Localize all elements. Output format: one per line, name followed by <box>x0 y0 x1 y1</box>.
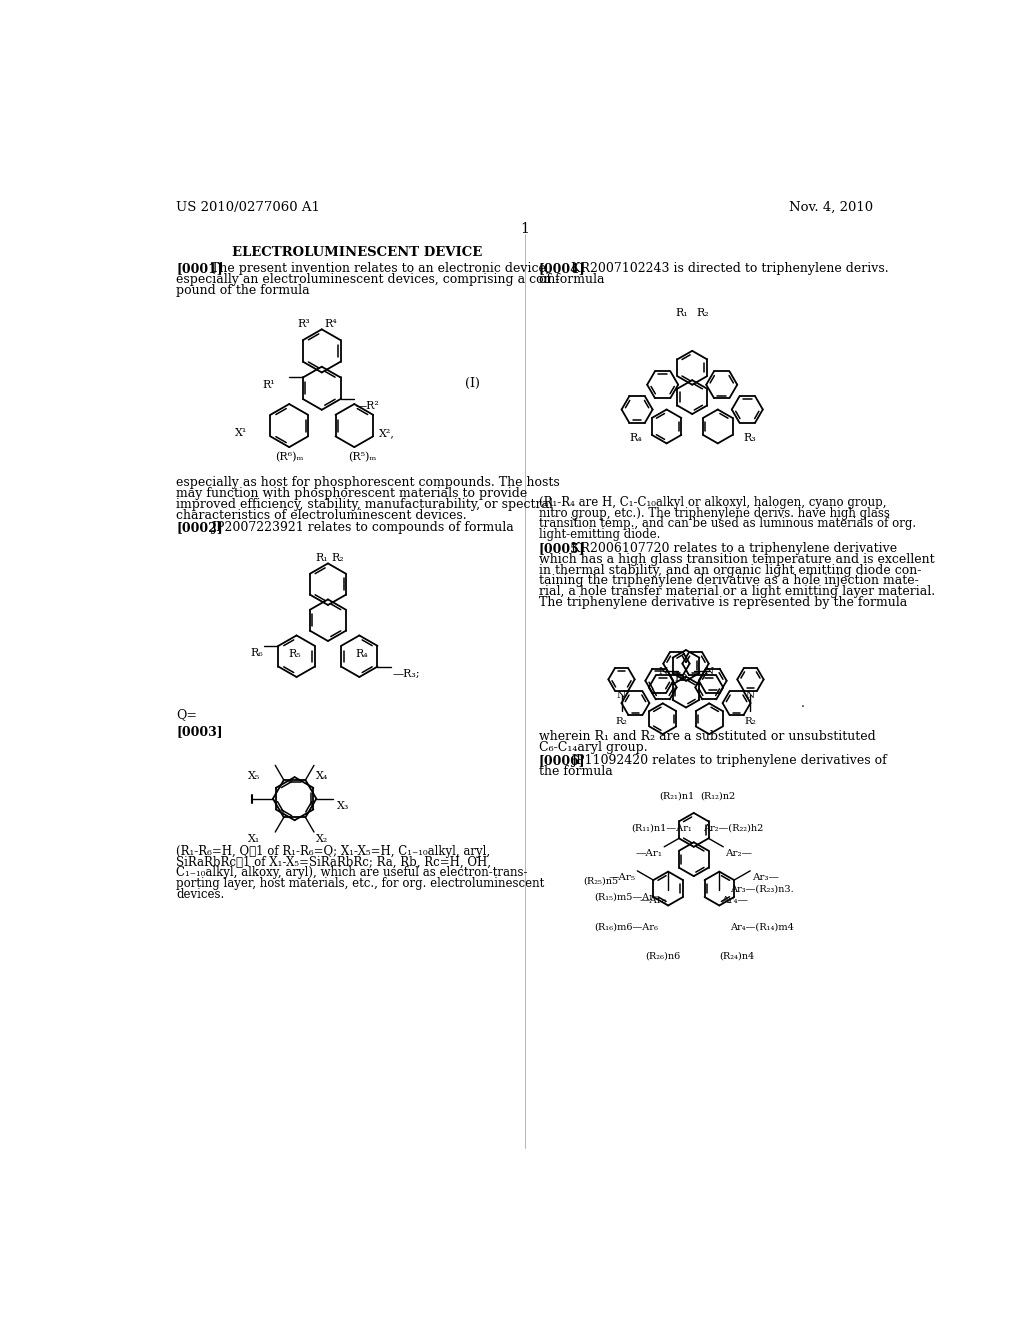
Text: of formula: of formula <box>539 273 604 286</box>
Text: [0006]: [0006] <box>539 755 586 767</box>
Text: light-emitting diode.: light-emitting diode. <box>539 528 660 541</box>
Text: KR2007102243 is directed to triphenylene derivs.: KR2007102243 is directed to triphenylene… <box>571 263 889 276</box>
Text: Ar₄—: Ar₄— <box>721 896 748 906</box>
Text: Nov. 4, 2010: Nov. 4, 2010 <box>790 201 873 214</box>
Text: The present invention relates to an electronic device,: The present invention relates to an elec… <box>211 263 550 276</box>
Text: Ar₄—(R₁₄)m4: Ar₄—(R₁₄)m4 <box>730 923 794 932</box>
Text: (R₁₆)m6—Ar₆: (R₁₆)m6—Ar₆ <box>595 923 658 932</box>
Text: R⁴: R⁴ <box>325 318 338 329</box>
Text: —Ar₁: —Ar₁ <box>636 849 663 858</box>
Text: in thermal stability, and an organic light emitting diode con-: in thermal stability, and an organic lig… <box>539 564 922 577</box>
Text: —R²: —R² <box>355 401 379 412</box>
Text: (R₁₅)m5—Ar₅: (R₁₅)m5—Ar₅ <box>595 892 658 902</box>
Text: rial, a hole transfer material or a light emitting layer material.: rial, a hole transfer material or a ligh… <box>539 585 935 598</box>
Text: nitro group, etc.). The triphenylene derivs. have high glass: nitro group, etc.). The triphenylene der… <box>539 507 890 520</box>
Text: R₄: R₄ <box>355 649 369 660</box>
Text: [0005]: [0005] <box>539 543 586 554</box>
Text: [0004]: [0004] <box>539 263 586 276</box>
Text: N: N <box>658 667 668 676</box>
Text: R₄: R₄ <box>630 433 642 442</box>
Text: .: . <box>801 697 805 710</box>
Text: especially an electroluminescent devices, comprising a com-: especially an electroluminescent devices… <box>176 273 559 286</box>
Text: R₁: R₁ <box>315 553 328 564</box>
Text: R¹: R¹ <box>262 380 275 389</box>
Text: the formula: the formula <box>539 766 612 779</box>
Text: [0001]: [0001] <box>176 263 223 276</box>
Text: R₃: R₃ <box>743 433 756 442</box>
Text: R₁: R₁ <box>675 308 688 318</box>
Text: [0003]: [0003] <box>176 725 222 738</box>
Text: which has a high glass transition temperature and is excellent: which has a high glass transition temper… <box>539 553 934 566</box>
Text: Ar₂—(R₂₂)h2: Ar₂—(R₂₂)h2 <box>703 824 764 833</box>
Text: R₁: R₁ <box>680 673 691 682</box>
Text: KR2006107720 relates to a triphenylene derivative: KR2006107720 relates to a triphenylene d… <box>571 543 897 554</box>
Text: —Ar₆: —Ar₆ <box>640 896 667 906</box>
Text: devices.: devices. <box>176 888 224 902</box>
Text: JP11092420 relates to triphenylene derivatives of: JP11092420 relates to triphenylene deriv… <box>571 755 887 767</box>
Text: characteristics of electroluminescent devices.: characteristics of electroluminescent de… <box>176 508 467 521</box>
Text: R₂: R₂ <box>615 717 628 726</box>
Text: R³: R³ <box>297 318 309 329</box>
Text: C₆-C₁₄aryl group.: C₆-C₁₄aryl group. <box>539 741 647 754</box>
Text: (R₂₆)n6: (R₂₆)n6 <box>645 952 680 961</box>
Text: JP2007223921 relates to compounds of formula: JP2007223921 relates to compounds of for… <box>211 521 514 535</box>
Text: The triphenylene derivative is represented by the formula: The triphenylene derivative is represent… <box>539 595 907 609</box>
Text: (R₂₁)n1: (R₂₁)n1 <box>658 792 694 800</box>
Text: N: N <box>617 690 626 700</box>
Text: X₅: X₅ <box>248 771 260 781</box>
Text: X₄: X₄ <box>315 771 328 781</box>
Text: R₂: R₂ <box>332 553 344 564</box>
Text: N: N <box>705 667 714 676</box>
Text: —R₃;: —R₃; <box>393 669 421 678</box>
Text: R₅: R₅ <box>289 649 301 660</box>
Text: N: N <box>745 690 755 700</box>
Text: X₁: X₁ <box>248 834 260 845</box>
Text: Ar₃—: Ar₃— <box>752 873 778 882</box>
Text: R₂: R₂ <box>744 717 756 726</box>
Text: ELECTROLUMINESCENT DEVICE: ELECTROLUMINESCENT DEVICE <box>231 246 481 259</box>
Text: transition temp., and can be used as luminous materials of org.: transition temp., and can be used as lum… <box>539 517 915 531</box>
Text: (I): (I) <box>465 376 480 389</box>
Text: C₁₋₁₀alkyl, alkoxy, aryl), which are useful as electron-trans-: C₁₋₁₀alkyl, alkoxy, aryl), which are use… <box>176 866 527 879</box>
Text: R₁: R₁ <box>674 673 686 682</box>
Text: may function with phosphorescent materials to provide: may function with phosphorescent materia… <box>176 487 527 500</box>
Text: (R₁₂)n2: (R₁₂)n2 <box>700 792 735 800</box>
Text: pound of the formula: pound of the formula <box>176 284 309 297</box>
Text: (R₂₅)n5: (R₂₅)n5 <box>583 876 618 886</box>
Text: improved efficiency, stability, manufacturability, or spectral: improved efficiency, stability, manufact… <box>176 498 553 511</box>
Text: porting layer, host materials, etc., for org. electroluminescent: porting layer, host materials, etc., for… <box>176 878 545 890</box>
Text: 1: 1 <box>520 222 529 235</box>
Text: especially as host for phosphorescent compounds. The hosts: especially as host for phosphorescent co… <box>176 477 560 490</box>
Text: R₂: R₂ <box>696 308 709 318</box>
Text: R₆: R₆ <box>250 648 263 659</box>
Text: Ar₃—(R₂₃)n3.: Ar₃—(R₂₃)n3. <box>730 884 794 894</box>
Text: (R₁-R₆=H, Q≧1 of R₁-R₆=Q; X₁-X₅=H, C₁₋₁₀alkyl, aryl,: (R₁-R₆=H, Q≧1 of R₁-R₆=Q; X₁-X₅=H, C₁₋₁₀… <box>176 845 490 858</box>
Text: US 2010/0277060 A1: US 2010/0277060 A1 <box>176 201 319 214</box>
Text: (R⁵)ₘ: (R⁵)ₘ <box>348 451 377 462</box>
Text: SiRaRbRc≧1 of X₁-X₅=SiRaRbRc; Ra, Rb, Rc=H, OH,: SiRaRbRc≧1 of X₁-X₅=SiRaRbRc; Ra, Rb, Rc… <box>176 855 492 869</box>
Text: Ar₂—: Ar₂— <box>725 849 752 858</box>
Text: X₂: X₂ <box>315 834 328 845</box>
Text: X₃: X₃ <box>337 801 349 810</box>
Text: wherein R₁ and R₂ are a substituted or unsubstituted: wherein R₁ and R₂ are a substituted or u… <box>539 730 876 743</box>
Text: X²,: X², <box>379 428 395 438</box>
Text: —Ar₅: —Ar₅ <box>608 873 636 882</box>
Text: (R₁₁)n1—Ar₁: (R₁₁)n1—Ar₁ <box>632 824 692 833</box>
Text: taining the triphenylene derivative as a hole injection mate-: taining the triphenylene derivative as a… <box>539 574 919 587</box>
Text: Q=: Q= <box>176 708 197 721</box>
Text: (R₁-R₄ are H, C₁-C₁₀alkyl or alkoxyl, halogen, cyano group,: (R₁-R₄ are H, C₁-C₁₀alkyl or alkoxyl, ha… <box>539 496 886 508</box>
Text: (R₂₄)n4: (R₂₄)n4 <box>719 952 755 961</box>
Text: [0002]: [0002] <box>176 521 223 535</box>
Text: X¹: X¹ <box>236 428 248 438</box>
Text: (R⁶)ₘ: (R⁶)ₘ <box>275 451 304 462</box>
